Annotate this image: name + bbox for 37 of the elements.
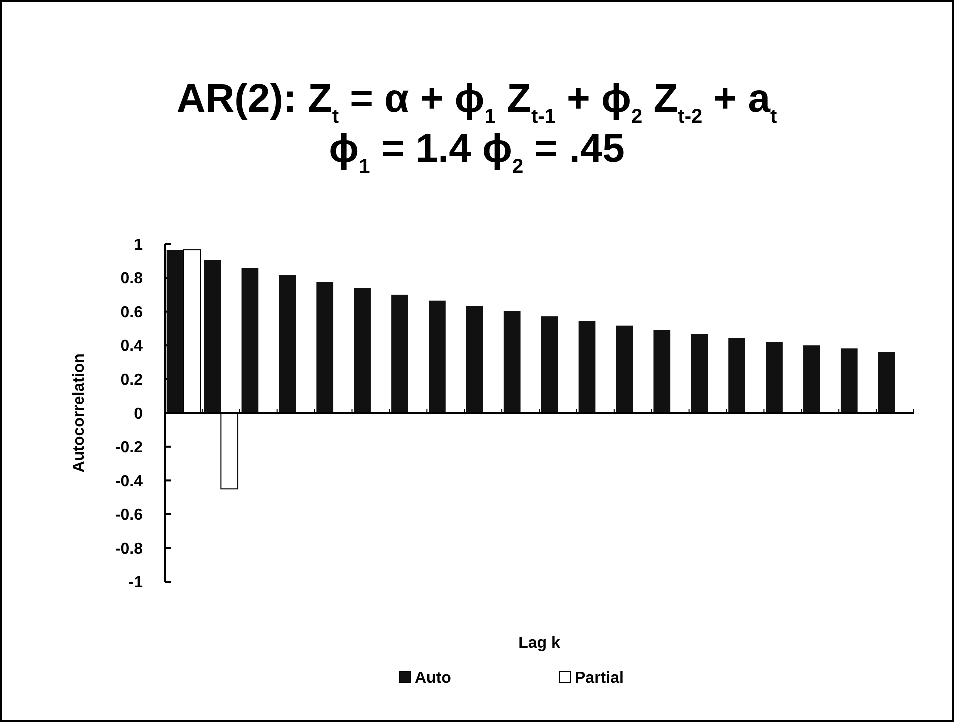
bar (242, 268, 259, 414)
bar (691, 334, 708, 414)
y-tick-label: -0.2 (115, 440, 144, 457)
bar (316, 282, 334, 414)
chart-title: AR(2): Z$_{t}$ = α + ϕ$_{1}$ Z$_{t-1}$ + ϕ$_{2}$ Z$_{t-2}$ + a$_{t}$ (176, 77, 778, 128)
bar (804, 346, 820, 414)
x-axis-title: Lag k (518, 635, 560, 652)
bar (878, 352, 896, 414)
legend-label: Auto (415, 670, 452, 687)
y-tick-label: -1 (128, 574, 144, 592)
y-tick-label: -0.4 (115, 473, 144, 490)
y-tick-label: -0.8 (115, 540, 144, 558)
y-tick-label: 0.4 (120, 338, 144, 356)
bar (840, 348, 858, 414)
y-axis-title: Autocorrelation (71, 354, 88, 473)
bar (728, 338, 746, 414)
bar (279, 275, 296, 414)
bar (616, 326, 634, 414)
bar (166, 250, 184, 414)
y-tick-label: 0 (134, 406, 144, 423)
bar (541, 316, 558, 414)
legend-label: Partial (575, 670, 624, 687)
bar (466, 306, 484, 414)
bar (654, 330, 671, 414)
bar (392, 294, 408, 414)
bar (504, 311, 521, 414)
y-tick-label: 0.2 (120, 372, 144, 389)
chart-subtitle: ϕ$_{1}$ = 1.4 ϕ$_{2}$ = .45 (329, 127, 625, 178)
y-tick-label: 1 (134, 236, 144, 254)
bar (429, 300, 446, 414)
bar (578, 321, 596, 414)
y-tick-label: 0.6 (120, 304, 144, 322)
y-tick-label: -0.6 (115, 507, 144, 524)
bar (354, 288, 371, 414)
y-tick-label: 0.8 (120, 270, 144, 288)
bar (766, 342, 783, 414)
bar (204, 260, 222, 414)
